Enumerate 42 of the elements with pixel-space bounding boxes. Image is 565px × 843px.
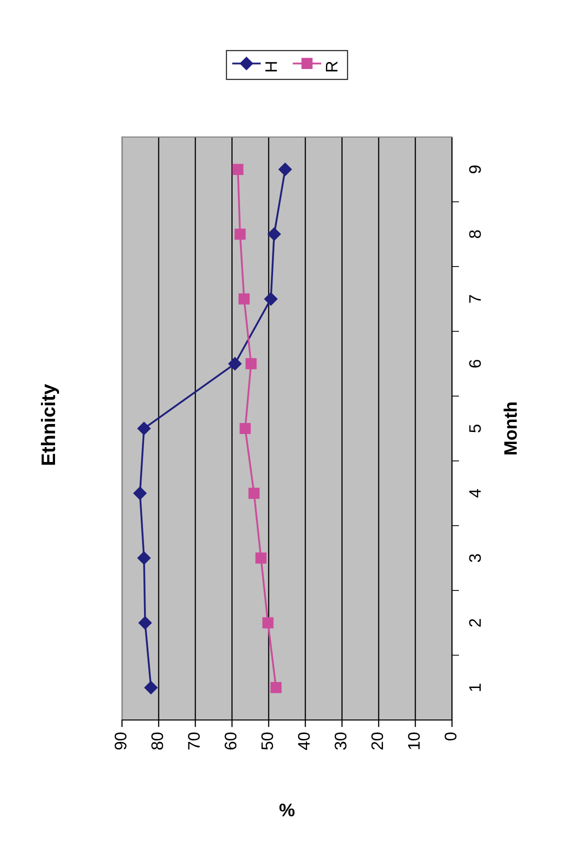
y-tick-label: 7 bbox=[469, 295, 481, 303]
point bbox=[262, 617, 274, 628]
point bbox=[138, 616, 152, 630]
y-axis-title: Month bbox=[504, 402, 517, 454]
x-tick-label: 90 bbox=[114, 732, 126, 750]
point bbox=[144, 681, 158, 694]
x-tick-label: 70 bbox=[188, 732, 200, 750]
x-axis-title: % bbox=[279, 804, 295, 816]
point bbox=[137, 422, 151, 436]
point bbox=[228, 357, 242, 370]
point bbox=[232, 164, 244, 175]
point bbox=[133, 486, 147, 500]
point bbox=[234, 228, 246, 240]
y-tick-label: 1 bbox=[469, 684, 481, 691]
x-tick-label: 0 bbox=[444, 732, 456, 740]
point bbox=[278, 162, 292, 176]
y-tick-label: 9 bbox=[469, 166, 481, 174]
point bbox=[248, 488, 260, 499]
point bbox=[240, 422, 251, 434]
y-tick-label: 6 bbox=[469, 360, 481, 368]
x-tick-label: 30 bbox=[334, 732, 346, 750]
point bbox=[238, 293, 250, 304]
point bbox=[268, 228, 281, 241]
point bbox=[255, 552, 267, 564]
x-tick-label: 10 bbox=[408, 732, 420, 750]
point bbox=[270, 682, 282, 694]
point bbox=[264, 292, 278, 306]
y-tick-label: 4 bbox=[469, 489, 481, 498]
legend-label: H bbox=[265, 62, 277, 72]
point bbox=[246, 358, 257, 370]
y-tick-label: 5 bbox=[469, 424, 481, 432]
x-tick-label: 80 bbox=[151, 732, 164, 750]
x-tick-label: 50 bbox=[261, 732, 274, 750]
x-tick-label: 20 bbox=[371, 732, 384, 750]
y-tick-label: 8 bbox=[469, 230, 481, 238]
x-tick-label: 60 bbox=[224, 732, 236, 750]
legend-label: R bbox=[326, 62, 338, 72]
point bbox=[137, 551, 151, 565]
y-tick-label: 2 bbox=[469, 619, 481, 627]
text: Ethnicity bbox=[40, 384, 60, 465]
x-tick-label: 40 bbox=[298, 732, 310, 750]
y-tick-label: 3 bbox=[469, 554, 481, 562]
